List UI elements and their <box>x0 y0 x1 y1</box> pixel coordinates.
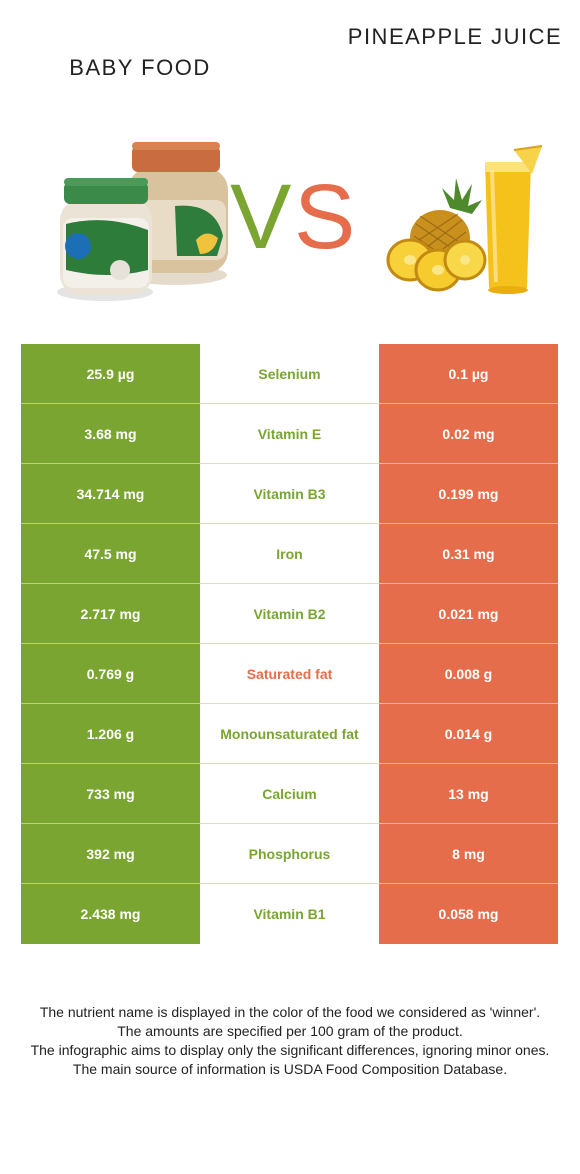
footer-notes: The nutrient name is displayed in the co… <box>20 1003 560 1079</box>
footer-line-winner: The nutrient name is displayed in the co… <box>39 1004 541 1020</box>
right-value-cell: 0.1 µg <box>379 344 558 404</box>
left-value-cell: 34.714 mg <box>21 464 200 524</box>
nutrient-name-cell: Iron <box>200 524 379 584</box>
right-value-cell: 0.31 mg <box>379 524 558 584</box>
pineapple-juice-image <box>386 145 543 294</box>
table-row: 0.769 g Saturated fat 0.008 g <box>21 644 558 704</box>
footer-line-source: The main source of information is USDA F… <box>72 1061 508 1077</box>
right-value-cell: 0.058 mg <box>379 884 558 944</box>
left-value-cell: 0.769 g <box>21 644 200 704</box>
right-value-cell: 0.199 mg <box>379 464 558 524</box>
nutrient-name-cell: Phosphorus <box>200 824 379 884</box>
comparison-table: 25.9 µg Selenium 0.1 µg 3.68 mg Vitamin E 0.0… <box>21 344 558 944</box>
table-row: 34.714 mg Vitamin B3 0.199 mg <box>21 464 558 524</box>
vs-label: V S <box>230 166 355 260</box>
right-value-cell: 0.014 g <box>379 704 558 764</box>
nutrient-name-cell: Vitamin E <box>200 404 379 464</box>
left-value-cell: 2.438 mg <box>21 884 200 944</box>
nutrient-name-cell: Vitamin B2 <box>200 584 379 644</box>
right-value-cell: 0.02 mg <box>379 404 558 464</box>
footer-line-differences: The infographic aims to display only the… <box>30 1042 550 1058</box>
nutrient-name-cell: Selenium <box>200 344 379 404</box>
nutrient-name-cell: Calcium <box>200 764 379 824</box>
right-value-cell: 8 mg <box>379 824 558 884</box>
table-row: 1.206 g Monounsaturated fat 0.014 g <box>21 704 558 764</box>
left-value-cell: 47.5 mg <box>21 524 200 584</box>
table-row: 392 mg Phosphorus 8 mg <box>21 824 558 884</box>
table-row: 47.5 mg Iron 0.31 mg <box>21 524 558 584</box>
table-row: 733 mg Calcium 13 mg <box>21 764 558 824</box>
right-value-cell: 13 mg <box>379 764 558 824</box>
nutrient-name-cell: Monounsaturated fat <box>200 704 379 764</box>
hero-illustrations <box>57 142 543 301</box>
left-value-cell: 25.9 µg <box>21 344 200 404</box>
vs-letter-v: V <box>230 166 291 260</box>
right-food-title: PINEAPPLE JUICE <box>347 24 563 49</box>
table-row: 2.438 mg Vitamin B1 0.058 mg <box>21 884 558 944</box>
nutrient-name-cell: Vitamin B3 <box>200 464 379 524</box>
nutrient-name-cell: Saturated fat <box>200 644 379 704</box>
left-food-title: BABY FOOD <box>69 55 211 80</box>
right-value-cell: 0.008 g <box>379 644 558 704</box>
table-row: 2.717 mg Vitamin B2 0.021 mg <box>21 584 558 644</box>
table-row: 3.68 mg Vitamin E 0.02 mg <box>21 404 558 464</box>
table-row: 25.9 µg Selenium 0.1 µg <box>21 344 558 404</box>
footer-line-amounts: The amounts are specified per 100 gram o… <box>117 1023 463 1039</box>
left-value-cell: 1.206 g <box>21 704 200 764</box>
left-value-cell: 3.68 mg <box>21 404 200 464</box>
vs-letter-s: S <box>294 166 355 260</box>
left-value-cell: 2.717 mg <box>21 584 200 644</box>
baby-food-jars-image <box>57 142 228 301</box>
right-value-cell: 0.021 mg <box>379 584 558 644</box>
nutrient-name-cell: Vitamin B1 <box>200 884 379 944</box>
left-value-cell: 733 mg <box>21 764 200 824</box>
left-value-cell: 392 mg <box>21 824 200 884</box>
